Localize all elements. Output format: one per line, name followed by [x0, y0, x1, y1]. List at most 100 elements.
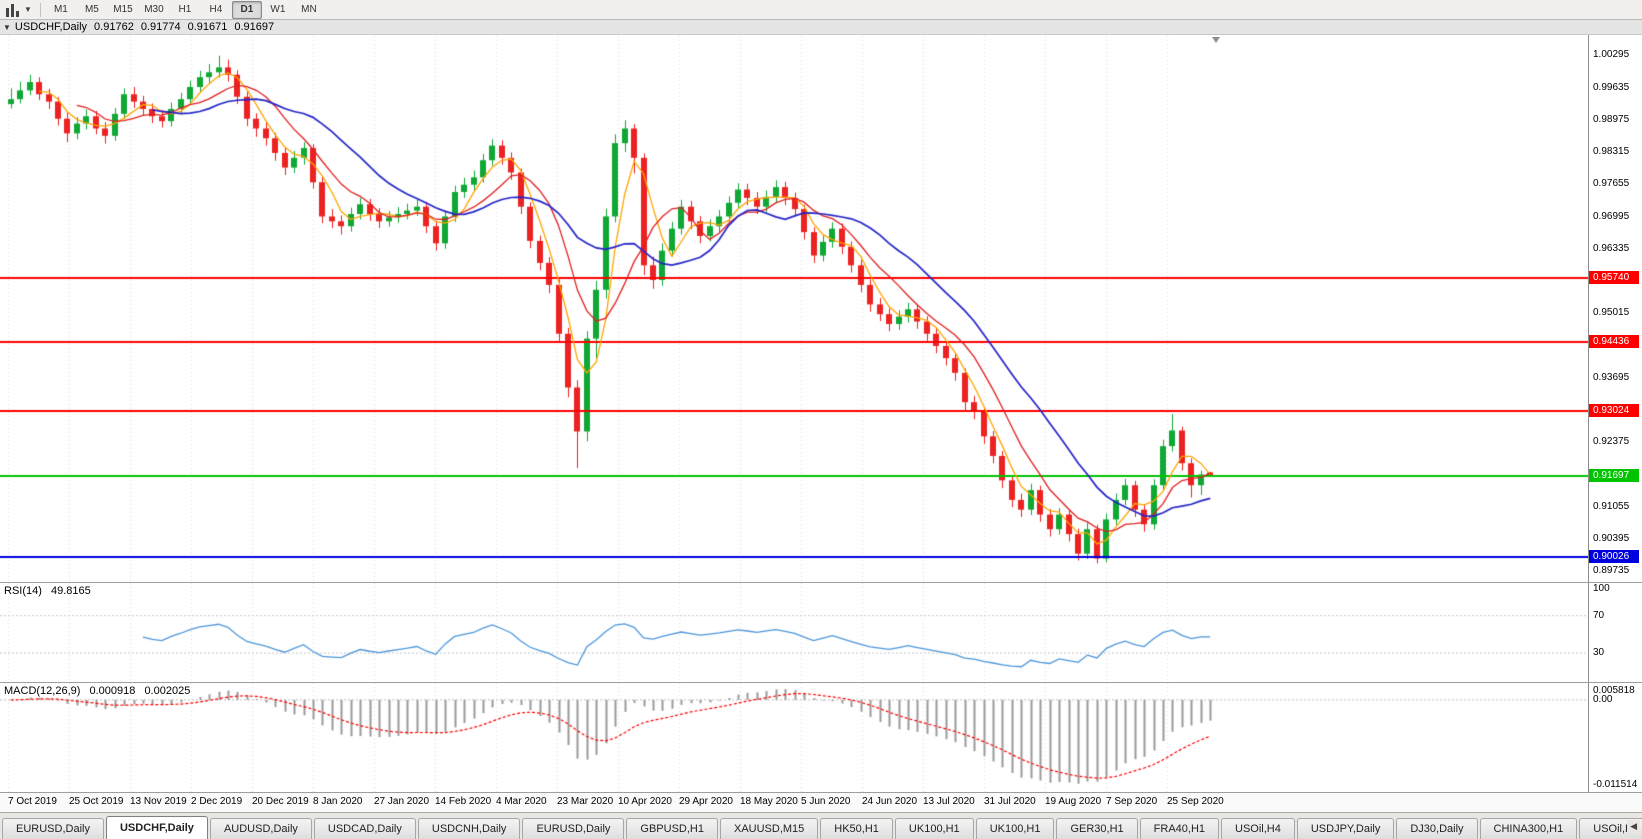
chart-tab[interactable]: USDJPY,Daily: [1296, 818, 1395, 839]
chart-tab[interactable]: EURUSD,Daily: [2, 818, 104, 839]
timeframe-button-m15[interactable]: M15: [113, 3, 133, 15]
macd-signal-value: 0.002025: [144, 685, 191, 697]
date-axis-label: 20 Dec 2019: [252, 796, 309, 807]
macd-axis-bottom-label: -0.011514: [1593, 779, 1638, 790]
price-axis[interactable]: 1.00295 0.99635 0.98975 0.98315 0.97655 0.969…: [1588, 20, 1642, 582]
chart-tab[interactable]: EURUSD,Daily: [522, 818, 625, 839]
chart-tab[interactable]: USOil,H: [1579, 818, 1642, 839]
date-axis-label: 7 Sep 2020: [1106, 796, 1158, 807]
chart-tab[interactable]: CHINA300,H1: [1479, 818, 1578, 839]
chart-open-value: 0.91762: [94, 21, 134, 33]
chart-shift-marker-icon[interactable]: [1212, 37, 1220, 43]
chart-tab[interactable]: UK100,H1: [975, 818, 1055, 839]
price-axis-label: 0.95015: [1593, 307, 1630, 319]
date-axis-label: 31 Jul 2020: [984, 796, 1036, 807]
chart-tab[interactable]: HK50,H1: [820, 818, 893, 839]
date-axis-label: 18 May 2020: [740, 796, 798, 807]
timeframe-button-m30[interactable]: M30: [144, 3, 164, 15]
price-axis-label: 0.92375: [1593, 436, 1630, 448]
chart-tabs: EURUSD,Daily USDCHF,Daily AUDUSD,Daily USDC…: [0, 812, 1642, 839]
date-axis-label: 25 Oct 2019: [69, 796, 124, 807]
chart-tab[interactable]: USDCHF,Daily: [105, 816, 208, 839]
price-axis-label: 0.91055: [1593, 500, 1630, 512]
rsi-header: RSI(14) 49.8165: [4, 585, 97, 597]
price-line-badge: 0.95740: [1589, 271, 1639, 285]
chart-type-dropdown-caret-icon[interactable]: ▼: [24, 5, 32, 14]
date-axis-label: 8 Jan 2020: [313, 796, 363, 807]
chart-tab[interactable]: FRA40,H1: [1139, 818, 1220, 839]
date-axis[interactable]: 7 Oct 2019 25 Oct 2019 13 Nov 2019 2 Dec 20…: [0, 792, 1642, 812]
timeframe-button-h1[interactable]: H1: [178, 3, 192, 15]
candle-bar-glyph: [11, 3, 14, 17]
price-axis-label: 1.00295: [1593, 49, 1630, 61]
date-axis-label: 23 Mar 2020: [557, 796, 614, 807]
chart-menu-caret-icon[interactable]: ▼: [3, 22, 11, 32]
timeframe-button-m1[interactable]: M1: [53, 3, 68, 15]
chart-high-value: 0.91774: [140, 21, 181, 33]
price-axis-label: 0.98315: [1593, 146, 1630, 158]
toolbar-separator: [39, 2, 41, 17]
macd-canvas[interactable]: [0, 683, 1588, 793]
chart-close-value: 0.91697: [234, 21, 275, 33]
macd-axis-zero: 0.00: [1593, 693, 1613, 705]
price-axis-label: 0.96995: [1593, 210, 1630, 222]
chart-tab[interactable]: GER30,H1: [1056, 818, 1138, 839]
chart-tab[interactable]: DJ30,Daily: [1396, 818, 1478, 839]
date-axis-label: 25 Sep 2020: [1167, 796, 1224, 807]
rsi-value: 49.8165: [50, 585, 91, 597]
macd-axis[interactable]: 0.005818 0.00 -0.011514: [1588, 683, 1642, 792]
price-axis-label: 0.93695: [1593, 371, 1630, 383]
candle-bar-glyph: [16, 10, 19, 17]
chart-tab[interactable]: USOil,H4: [1221, 818, 1295, 839]
chart-type-icon[interactable]: [4, 3, 24, 17]
chart-tab[interactable]: UK100,H1: [894, 818, 974, 839]
rsi-axis-label-30: 30: [1593, 647, 1605, 658]
price-axis-label: 0.90395: [1593, 533, 1630, 545]
chart-symbol-period: USDCHF,Daily: [14, 21, 88, 33]
rsi-canvas[interactable]: [0, 583, 1588, 683]
date-axis-label: 24 Jun 2020: [862, 796, 918, 807]
rsi-axis-label-70: 70: [1593, 610, 1605, 621]
chart-tab[interactable]: USDCAD,Daily: [313, 818, 416, 839]
date-axis-label: 29 Apr 2020: [679, 796, 733, 807]
timeframe-button-w1[interactable]: W1: [270, 3, 286, 15]
price-axis-label: 0.98975: [1593, 113, 1630, 125]
chart-tab[interactable]: AUDUSD,Daily: [209, 818, 312, 839]
date-axis-label: 4 Mar 2020: [496, 796, 547, 807]
chart-tab[interactable]: GBPUSD,H1: [626, 818, 718, 839]
timeframe-button-d1[interactable]: D1: [231, 0, 262, 19]
candle-bar-glyph: [6, 7, 9, 17]
main-chart-canvas[interactable]: [0, 20, 1588, 582]
date-axis-label: 2 Dec 2019: [191, 796, 243, 807]
date-axis-label: 14 Feb 2020: [435, 796, 492, 807]
date-axis-label: 10 Apr 2020: [618, 796, 672, 807]
price-line-badge: 0.90026: [1589, 550, 1639, 564]
price-line-badge: 0.93024: [1589, 403, 1639, 417]
rsi-label: RSI(14): [4, 585, 42, 597]
timeframe-buttons: M1 M5 M15 M30 H1 H4 D1 W1 MN: [46, 0, 324, 19]
date-axis-label: 13 Jul 2020: [923, 796, 975, 807]
chart-low-value: 0.91671: [187, 21, 228, 33]
date-axis-label: 7 Oct 2019: [8, 796, 57, 807]
price-axis-label: 0.89735: [1593, 565, 1630, 577]
timeframe-button-mn[interactable]: MN: [301, 3, 317, 15]
rsi-axis[interactable]: 100 70 30: [1588, 583, 1642, 682]
macd-header: MACD(12,26,9) 0.000918 0.002025: [4, 685, 196, 697]
price-axis-label: 0.96335: [1593, 242, 1630, 254]
chart-tab[interactable]: USDCNH,Daily: [417, 818, 521, 839]
chart-tab[interactable]: XAUUSD,M15: [719, 818, 819, 839]
price-axis-label: 0.97655: [1593, 178, 1630, 190]
timeframe-button-h4[interactable]: H4: [209, 3, 223, 15]
date-axis-label: 13 Nov 2019: [130, 796, 187, 807]
main-chart-panel: ▼ USDCHF,Daily 0.91762 0.91774 0.91671 0…: [0, 20, 1642, 582]
macd-label: MACD(12,26,9): [4, 685, 81, 697]
timeframes-toolbar: ▼ M1 M5 M15 M30 H1 H4 D1 W1 MN: [0, 0, 1642, 20]
chart-title-bar: ▼ USDCHF,Daily 0.91762 0.91774 0.91671 0…: [0, 20, 1642, 35]
timeframe-button-m5[interactable]: M5: [84, 3, 99, 15]
rsi-panel: RSI(14) 49.8165 100 70 30: [0, 582, 1642, 683]
tab-scroll-left-button[interactable]: ◀: [1627, 820, 1640, 833]
date-axis-label: 5 Jun 2020: [801, 796, 851, 807]
date-axis-label: 27 Jan 2020: [374, 796, 430, 807]
macd-axis-top-label: 0.005818: [1593, 685, 1635, 696]
